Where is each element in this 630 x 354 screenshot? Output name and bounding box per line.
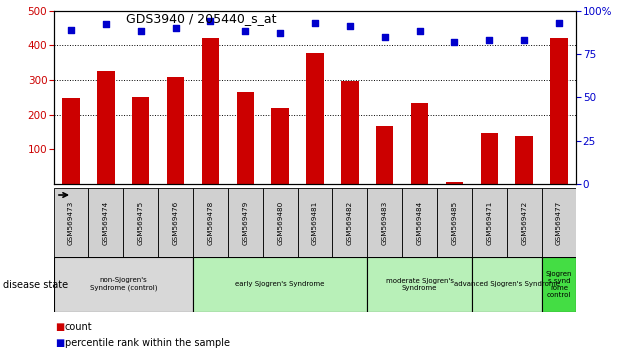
Text: GSM569481: GSM569481 [312,201,318,245]
Point [135,29,146,34]
Bar [437,188,472,258]
Bar [306,53,324,184]
Text: count: count [65,322,93,332]
Bar [367,188,402,258]
Point [205,18,215,24]
Bar [123,188,158,258]
Text: GSM569472: GSM569472 [521,201,527,245]
Text: disease state: disease state [3,280,68,290]
Text: GSM569471: GSM569471 [486,201,492,245]
Bar [411,103,428,184]
Text: GSM569480: GSM569480 [277,201,283,245]
Point [310,20,320,25]
Bar [542,257,576,312]
Text: GSM569479: GSM569479 [243,201,248,245]
Text: non-Sjogren's
Syndrome (control): non-Sjogren's Syndrome (control) [89,277,157,291]
Text: GDS3940 / 205440_s_at: GDS3940 / 205440_s_at [126,12,277,25]
Point [519,37,529,43]
Bar [367,257,472,312]
Bar [481,133,498,184]
Bar [158,188,193,258]
Bar [376,126,393,184]
Text: ■: ■ [55,322,64,332]
Bar [297,188,333,258]
Text: ■: ■ [55,338,64,348]
Bar [54,257,193,312]
Bar [446,182,463,184]
Text: advanced Sjogren's Syndrome: advanced Sjogren's Syndrome [454,281,559,287]
Bar [263,188,297,258]
Bar [132,97,149,184]
Bar [472,257,542,312]
Bar [88,188,123,258]
Point [66,27,76,33]
Bar [97,72,115,184]
Text: early Sjogren's Syndrome: early Sjogren's Syndrome [236,281,325,287]
Text: GSM569474: GSM569474 [103,201,109,245]
Bar [237,92,254,184]
Bar [542,188,576,258]
Text: GSM569475: GSM569475 [138,201,144,245]
Point [554,20,564,25]
Text: GSM569478: GSM569478 [207,201,214,245]
Bar [402,188,437,258]
Point [449,39,459,45]
Point [484,37,495,43]
Text: moderate Sjogren's
Syndrome: moderate Sjogren's Syndrome [386,278,454,291]
Text: Sjogren
s synd
rome
control: Sjogren s synd rome control [546,270,572,298]
Bar [62,98,79,184]
Point [415,29,425,34]
Bar [507,188,542,258]
Point [275,30,285,36]
Point [101,22,111,27]
Bar [472,188,507,258]
Text: GSM569477: GSM569477 [556,201,562,245]
Bar [551,38,568,184]
Text: GSM569482: GSM569482 [347,201,353,245]
Bar [515,136,533,184]
Text: GSM569485: GSM569485 [452,201,457,245]
Text: GSM569473: GSM569473 [68,201,74,245]
Text: GSM569484: GSM569484 [416,201,423,245]
Bar [167,77,185,184]
Point [171,25,181,31]
Bar [54,188,88,258]
Bar [228,188,263,258]
Bar [193,257,367,312]
Text: GSM569483: GSM569483 [382,201,387,245]
Bar [333,188,367,258]
Point [380,34,390,40]
Point [345,23,355,29]
Text: percentile rank within the sample: percentile rank within the sample [65,338,230,348]
Bar [341,81,358,184]
Bar [272,108,289,184]
Point [240,29,250,34]
Bar [193,188,228,258]
Text: GSM569476: GSM569476 [173,201,178,245]
Bar [202,38,219,184]
